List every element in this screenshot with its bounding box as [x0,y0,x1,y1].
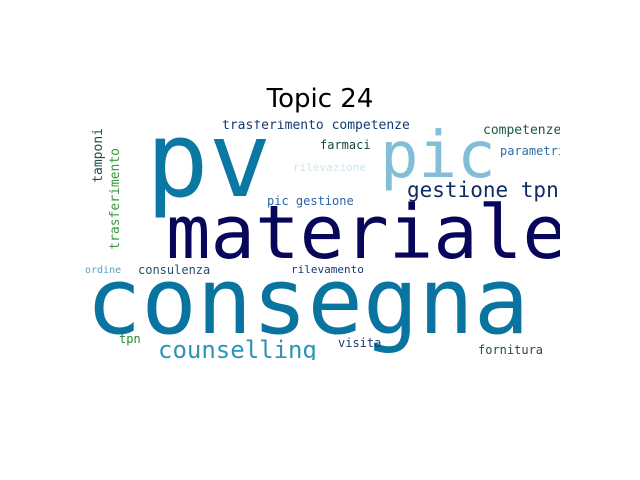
word-consegna: consegna [86,248,530,355]
word-trasferimento-competenze: trasferimento competenze [222,120,410,133]
word-counselling: counselling [158,336,317,360]
chart-title: Topic 24 [266,84,374,114]
word-cloud: consegna materiale pv pic gestione tpn c… [80,120,560,360]
word-trasferimento: trasferimento [108,148,123,250]
word-tamponi: tamponi [91,128,106,183]
word-pic-gestione: pic gestione [267,194,354,208]
word-gestione-tpn: gestione tpn [407,178,559,202]
word-farmaci: farmaci [320,138,371,152]
word-rilevamento: rilevamento [291,263,364,276]
word-competenze: competenze [483,123,560,138]
word-pv: pv [146,120,272,221]
word-materiale: materiale [166,190,560,276]
word-consulenza: consulenza [138,263,211,277]
word-visita: visita [338,336,382,350]
word-pic: pic [380,120,496,193]
word-rilevazione: rilevazione [293,161,366,174]
word-parametri: parametri [500,144,560,158]
word-fornitura: fornitura [478,343,544,357]
word-ordine: ordine [85,265,122,276]
word-tpn: tpn [119,332,141,346]
